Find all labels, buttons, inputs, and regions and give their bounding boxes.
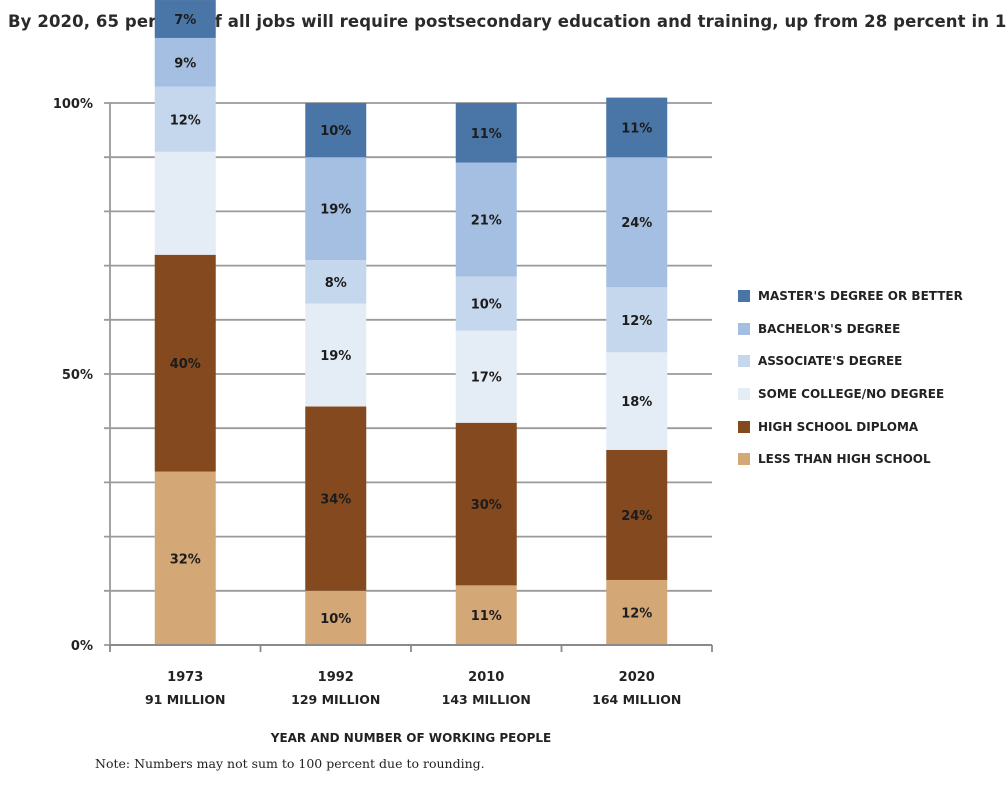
bar-segment: [305, 303, 367, 407]
data-label: 12%: [621, 314, 652, 329]
data-label: 18%: [621, 395, 652, 410]
legend-label: BACHELOR'S DEGREE: [758, 321, 901, 336]
x-axis-title: YEAR AND NUMBER OF WORKING PEOPLE: [270, 731, 551, 745]
y-tick-label: 0%: [71, 639, 93, 654]
legend-item: ASSOCIATE'S DEGREE: [738, 345, 963, 378]
bar-segment: [455, 276, 517, 331]
bar-segment: [305, 406, 367, 591]
bar-segment: [305, 103, 367, 158]
bar-segment: [606, 449, 668, 580]
legend-item: BACHELOR'S DEGREE: [738, 313, 963, 346]
y-tick-label: 100%: [53, 97, 93, 112]
chart-note: Note: Numbers may not sum to 100 percent…: [95, 756, 485, 771]
data-label: 12%: [621, 606, 652, 621]
legend-swatch: [738, 355, 750, 368]
legend-swatch: [738, 453, 750, 466]
data-label: 17%: [471, 371, 502, 386]
legend-swatch: [738, 322, 750, 335]
bar-segment: [455, 162, 517, 277]
legend-item: SOME COLLEGE/NO DEGREE: [738, 378, 963, 411]
data-label: 11%: [471, 609, 502, 624]
data-label: 32%: [170, 552, 201, 567]
data-label: 19%: [320, 349, 351, 364]
data-label: 24%: [621, 216, 652, 231]
legend-label: MASTER'S DEGREE OR BETTER: [758, 289, 963, 304]
data-label: 8%: [325, 276, 347, 291]
x-tick-label: 1973: [167, 670, 203, 685]
x-tick-label: 2010: [468, 670, 504, 685]
data-label: 21%: [471, 214, 502, 229]
bar-segment: [154, 151, 216, 255]
bar-segment: [154, 471, 216, 645]
data-label: 11%: [621, 121, 652, 136]
data-label: 10%: [471, 298, 502, 313]
bar-segment: [606, 579, 668, 645]
bar-segment: [606, 352, 668, 450]
data-label: 40%: [170, 357, 201, 372]
x-tick-label: 2020: [619, 670, 655, 685]
bar-segment: [606, 287, 668, 353]
bar-segment: [606, 157, 668, 288]
legend-label: LESS THAN HIGH SCHOOL: [758, 452, 931, 467]
legend-label: SOME COLLEGE/NO DEGREE: [758, 387, 945, 402]
data-label: 34%: [320, 493, 351, 508]
data-label: 12%: [170, 113, 201, 128]
data-label: 10%: [320, 124, 351, 139]
data-label: 9%: [174, 56, 196, 71]
x-tick-label: 1992: [318, 670, 354, 685]
data-label: 19%: [320, 203, 351, 218]
bar-segment: [154, 86, 216, 152]
data-label: 11%: [471, 127, 502, 142]
chart-legend: MASTER'S DEGREE OR BETTER BACHELOR'S DEGR…: [738, 280, 963, 476]
legend-label: HIGH SCHOOL DIPLOMA: [758, 419, 919, 434]
x-tick-sublabel: 129 MILLION: [291, 692, 380, 707]
bar-segment: [455, 422, 517, 586]
bar-segment: [455, 330, 517, 423]
bar-segment: [154, 0, 216, 38]
legend-swatch: [738, 290, 750, 303]
legend-swatch: [738, 420, 750, 433]
legend-item: MASTER'S DEGREE OR BETTER: [738, 280, 963, 313]
data-label: 30%: [471, 498, 502, 513]
bar-segment: [154, 37, 216, 87]
x-tick-sublabel: 91 MILLION: [145, 692, 226, 707]
legend-item: LESS THAN HIGH SCHOOL: [738, 443, 963, 476]
bar-segment: [154, 254, 216, 472]
chart-title: By 2020, 65 percent of all jobs will req…: [8, 12, 1006, 31]
data-label: 7%: [174, 13, 196, 28]
legend-item: HIGH SCHOOL DIPLOMA: [738, 410, 963, 443]
bar-segment: [455, 103, 517, 163]
bar-segment: [455, 585, 517, 645]
y-tick-label: 50%: [62, 368, 93, 383]
x-tick-sublabel: 164 MILLION: [592, 692, 681, 707]
data-label: 10%: [320, 612, 351, 627]
legend-swatch: [738, 388, 750, 401]
x-tick-sublabel: 143 MILLION: [442, 692, 531, 707]
bar-segment: [305, 157, 367, 261]
bar-segment: [606, 97, 668, 158]
legend-label: ASSOCIATE'S DEGREE: [758, 354, 903, 369]
bar-segment: [305, 590, 367, 645]
data-label: 24%: [621, 509, 652, 524]
bar-segment: [305, 260, 367, 304]
